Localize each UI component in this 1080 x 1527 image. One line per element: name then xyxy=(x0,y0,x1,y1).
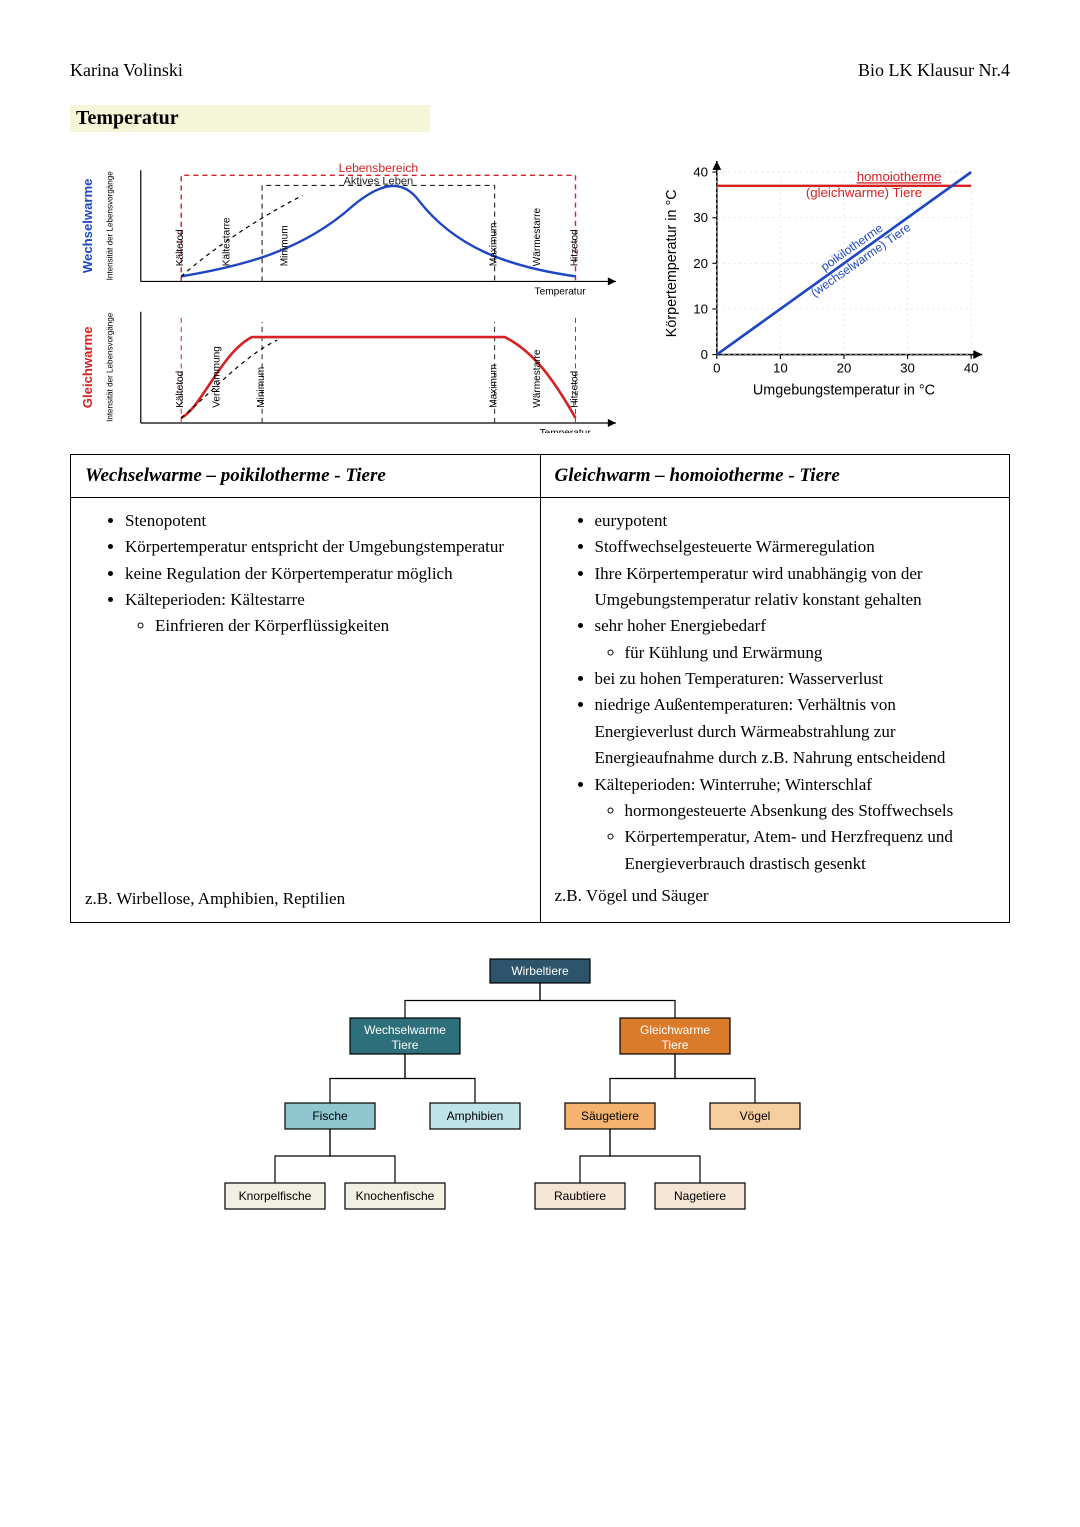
col2-title: Gleichwarm – homoiotherme - Tiere xyxy=(540,455,1010,498)
svg-text:Körpertemperatur in °C: Körpertemperatur in °C xyxy=(664,189,680,337)
svg-text:40: 40 xyxy=(964,360,979,375)
course-title: Bio LK Klausur Nr.4 xyxy=(858,60,1010,81)
col1-body: Stenopotent Körpertemperatur entspricht … xyxy=(71,498,541,923)
body-temp-chart: 0 10 20 30 40 0 10 20 30 40 homoiotherme(gleichwar… xyxy=(656,150,1010,420)
svg-text:Wärmestarre: Wärmestarre xyxy=(532,208,543,267)
vertebrate-tree: WirbeltiereWechselwarmeTiereGleichwarmeT… xyxy=(70,951,1010,1236)
svg-text:Vögel: Vögel xyxy=(740,1109,771,1123)
svg-text:Säugetiere: Säugetiere xyxy=(581,1109,639,1123)
svg-text:homoiotherme: homoiotherme xyxy=(857,169,942,184)
svg-text:Maximum: Maximum xyxy=(489,223,500,267)
banner-outer: Lebensbereich xyxy=(339,161,419,175)
section-title: Temperatur xyxy=(70,105,430,132)
comparison-table: Wechselwarme – poikilotherme - Tiere Gle… xyxy=(70,454,1010,923)
svg-text:0: 0 xyxy=(713,360,720,375)
svg-text:30: 30 xyxy=(693,210,708,225)
svg-text:30: 30 xyxy=(900,360,915,375)
svg-text:Maximum: Maximum xyxy=(489,364,500,408)
svg-text:Tiere: Tiere xyxy=(662,1038,689,1052)
svg-text:Gleichwarme: Gleichwarme xyxy=(80,327,95,409)
svg-text:20: 20 xyxy=(693,256,708,271)
svg-text:10: 10 xyxy=(693,301,708,316)
svg-text:Intensität der Lebensvorgänge: Intensität der Lebensvorgänge xyxy=(105,312,114,422)
col2-body: eurypotent Stoffwechselgesteuerte Wärmer… xyxy=(540,498,1010,923)
svg-text:10: 10 xyxy=(773,360,788,375)
svg-text:Temperatur: Temperatur xyxy=(535,287,587,298)
tolerance-diagram: Lebensbereich Aktives Leben Kältetod Käl… xyxy=(70,150,636,438)
svg-text:Nagetiere: Nagetiere xyxy=(674,1189,726,1203)
author-name: Karina Volinski xyxy=(70,60,183,81)
svg-text:Wechselwarme: Wechselwarme xyxy=(80,179,95,274)
svg-text:Fische: Fische xyxy=(312,1109,348,1123)
svg-text:Kältestarre: Kältestarre xyxy=(222,217,233,266)
svg-text:Minimum: Minimum xyxy=(279,225,290,266)
svg-text:Knorpelfische: Knorpelfische xyxy=(239,1189,312,1203)
svg-text:20: 20 xyxy=(837,360,852,375)
svg-text:Temperatur: Temperatur xyxy=(540,428,592,433)
svg-text:Hitzetod: Hitzetod xyxy=(570,371,581,408)
svg-text:Intensität der Lebensvorgänge: Intensität der Lebensvorgänge xyxy=(105,171,114,281)
col1-title: Wechselwarme – poikilotherme - Tiere xyxy=(71,455,541,498)
svg-text:Kältetod: Kältetod xyxy=(175,371,186,408)
svg-text:Minimum: Minimum xyxy=(256,367,267,408)
svg-text:(gleichwarme) Tiere: (gleichwarme) Tiere xyxy=(806,185,922,200)
svg-text:Hitzetod: Hitzetod xyxy=(570,229,581,266)
svg-text:Raubtiere: Raubtiere xyxy=(554,1189,606,1203)
svg-text:Wirbeltiere: Wirbeltiere xyxy=(511,964,569,978)
svg-text:Verklammung: Verklammung xyxy=(212,346,223,408)
svg-text:Knochenfische: Knochenfische xyxy=(356,1189,435,1203)
svg-text:Wärmestarre: Wärmestarre xyxy=(532,349,543,408)
svg-text:Tiere: Tiere xyxy=(392,1038,419,1052)
svg-text:Amphibien: Amphibien xyxy=(447,1109,504,1123)
svg-text:Umgebungstemperatur in °C: Umgebungstemperatur in °C xyxy=(753,382,935,398)
svg-text:Gleichwarme: Gleichwarme xyxy=(640,1023,710,1037)
banner-inner: Aktives Leben xyxy=(343,175,413,187)
svg-text:Wechselwarme: Wechselwarme xyxy=(364,1023,446,1037)
svg-text:40: 40 xyxy=(693,165,708,180)
svg-text:Kältetod: Kältetod xyxy=(175,229,186,266)
svg-text:0: 0 xyxy=(701,347,708,362)
